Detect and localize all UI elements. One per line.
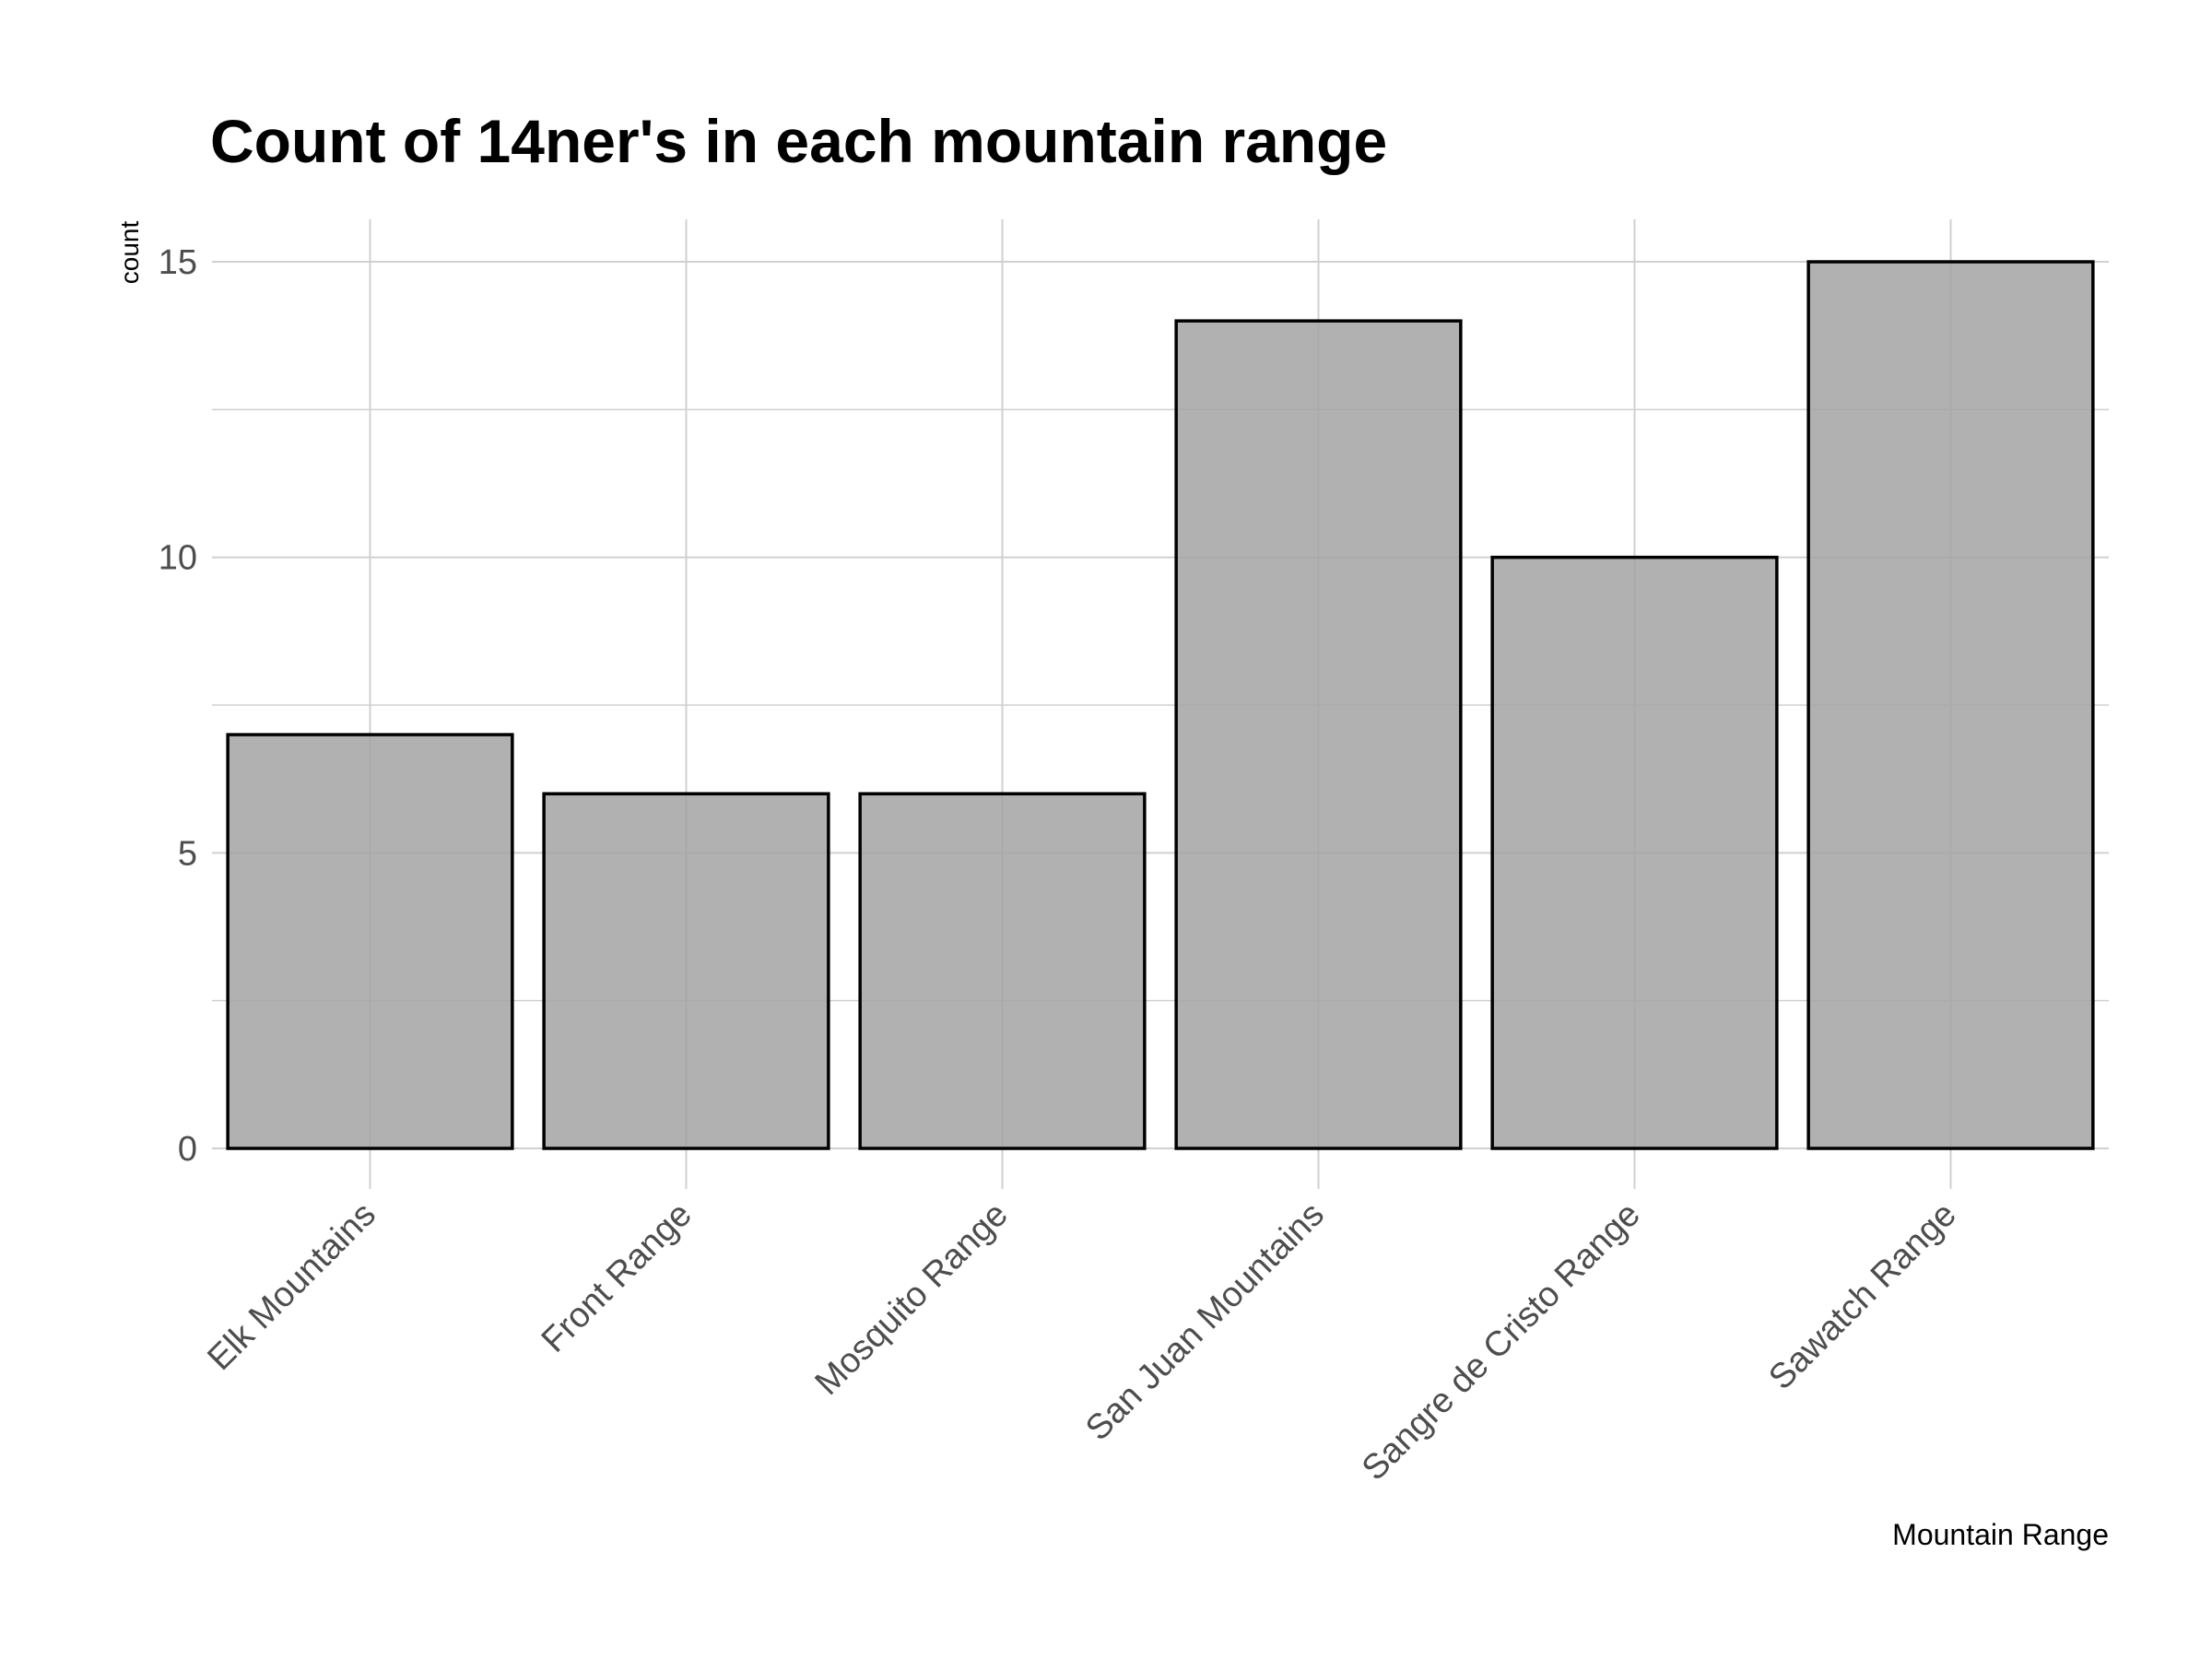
- y-tick-label: 15: [159, 243, 197, 282]
- x-tick-labels: Elk Mountains Front Range Mosquito Range Sa…: [200, 1195, 1963, 1488]
- y-axis-title: count: [115, 221, 144, 285]
- x-axis-title: Mountain Range: [1892, 1518, 2109, 1551]
- y-tick-label: 10: [159, 539, 197, 578]
- bar: [542, 792, 830, 1150]
- chart-title: Count of 14ner's in each mountain range: [210, 107, 1387, 175]
- x-tick-label: Front Range: [535, 1195, 700, 1360]
- bars: [226, 260, 2095, 1150]
- x-tick-label: San Juan Mountains: [1078, 1195, 1332, 1449]
- y-tick-label: 5: [178, 834, 197, 873]
- x-tick-label: Elk Mountains: [200, 1195, 382, 1378]
- x-tick-label: Sawatch Range: [1761, 1195, 1963, 1397]
- bar: [1806, 260, 2095, 1150]
- x-tick-label: Sangre de Cristo Range: [1355, 1195, 1648, 1488]
- bar: [858, 792, 1147, 1150]
- x-tick-label: Mosquito Range: [807, 1195, 1015, 1403]
- bar: [1174, 319, 1463, 1150]
- y-tick-labels: 0 5 10 15: [159, 243, 197, 1169]
- bar: [1490, 555, 1779, 1150]
- bar: [226, 733, 514, 1150]
- y-tick-label: 0: [178, 1130, 197, 1169]
